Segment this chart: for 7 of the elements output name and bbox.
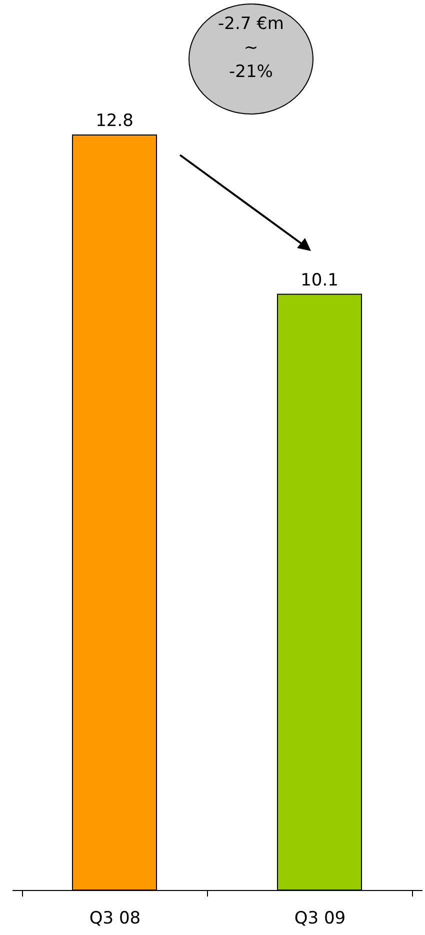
text: ~ [242,37,260,60]
text: -21% [228,61,274,84]
data-label: 10.1 [300,270,338,290]
text: -2.7 €m [217,13,285,36]
data-label: 12.8 [96,111,134,131]
x-tick-label: Q3 09 [294,908,346,928]
x-tick-label: Q3 08 [89,908,141,928]
